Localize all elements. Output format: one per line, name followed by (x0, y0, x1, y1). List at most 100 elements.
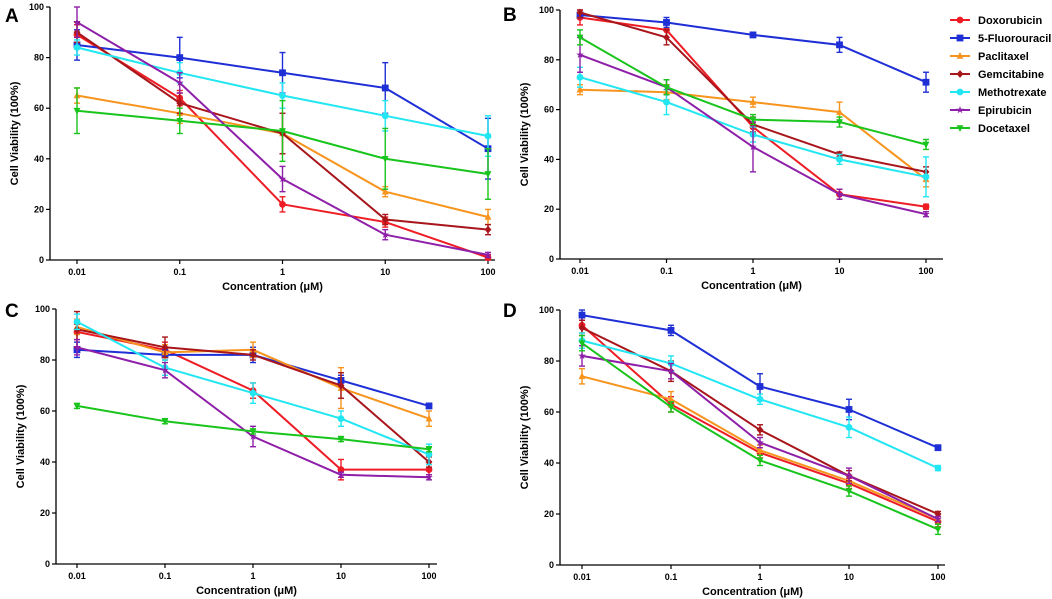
data-point (249, 389, 257, 397)
data-point (663, 33, 670, 42)
legend-item-epirubicin: Epirubicin (950, 105, 1032, 117)
data-point (381, 215, 389, 224)
panel-b: B 0 20 40 60 80 100 0.01 0.1 1 10 100 Concentration … (503, 5, 943, 292)
data-point (73, 403, 81, 410)
data-point (749, 31, 757, 39)
data-point (176, 118, 184, 125)
data-point (576, 73, 584, 81)
data-point (667, 395, 675, 403)
y-tick-label: 100 (539, 305, 554, 315)
data-point (836, 108, 843, 115)
legend-marker (956, 52, 964, 59)
data-point (578, 311, 586, 319)
data-point (249, 351, 257, 359)
legend-label: Paclitaxel (978, 51, 1029, 63)
y-tick-label: 40 (40, 457, 50, 467)
data-point (576, 50, 584, 59)
legend-marker (956, 106, 964, 114)
data-point (845, 471, 853, 479)
data-point (845, 406, 853, 413)
x-tick-label: 100 (480, 267, 495, 277)
data-point (484, 132, 492, 140)
series-docetaxel (73, 87, 492, 200)
data-point (425, 414, 433, 422)
y-tick-label: 100 (29, 2, 44, 12)
legend-marker (956, 70, 964, 78)
x-tick-label: 0.01 (68, 571, 86, 581)
data-point (835, 190, 844, 198)
data-point (176, 54, 184, 61)
x-tick-label: 1 (250, 571, 255, 581)
x-axis-title: Concentration (μM) (196, 585, 297, 597)
data-point (484, 171, 492, 178)
data-point (337, 415, 345, 423)
data-point (161, 343, 169, 352)
series-epirubicin (576, 36, 930, 218)
y-tick-label: 80 (34, 53, 44, 63)
data-point (756, 446, 764, 454)
x-tick-label: 0.1 (665, 572, 678, 582)
data-point (381, 230, 390, 238)
y-tick-label: 100 (35, 304, 50, 314)
data-point (922, 203, 930, 211)
legend-item-doxorubicin: Doxorubicin (950, 15, 1042, 27)
data-point (73, 343, 81, 351)
data-point (576, 34, 584, 42)
series-gemcitabine (578, 319, 942, 518)
data-point (73, 44, 81, 51)
data-point (836, 156, 843, 163)
x-tick-label: 0.01 (573, 572, 591, 582)
x-tick-label: 10 (336, 571, 346, 581)
data-point (667, 327, 675, 334)
legend-item-5-fluorouracil: 5-Fluorouracil (950, 33, 1051, 45)
data-point (836, 119, 843, 127)
data-point (756, 395, 764, 403)
series-line (581, 342, 939, 531)
data-point (176, 99, 184, 108)
data-point (667, 404, 675, 411)
data-point (279, 69, 286, 77)
series-epirubicin (73, 338, 433, 481)
y-tick-label: 60 (544, 407, 554, 417)
data-point (934, 464, 942, 472)
data-point (756, 425, 764, 434)
y-tick-label: 60 (34, 103, 44, 113)
legend-item-gemcitabine: Gemcitabine (950, 69, 1044, 81)
panel-letter: A (5, 6, 19, 27)
data-point (836, 41, 843, 49)
data-point (425, 446, 433, 454)
data-point (337, 470, 345, 478)
data-point (749, 98, 757, 105)
x-tick-label: 1 (757, 572, 762, 582)
x-tick-label: 10 (380, 267, 390, 277)
series-doxorubicin (576, 9, 930, 211)
y-tick-label: 0 (39, 255, 44, 265)
x-tick-label: 0.1 (173, 267, 186, 277)
data-point (934, 526, 942, 534)
series-line (76, 346, 430, 479)
data-point (161, 366, 169, 374)
panel-letter: B (503, 5, 517, 26)
panel-letter: C (5, 301, 19, 322)
data-point (576, 8, 584, 17)
data-point (279, 92, 286, 99)
panel-letter: D (503, 301, 517, 322)
data-point (175, 78, 184, 87)
y-axis-title: Cell Viability (100%) (9, 81, 21, 185)
data-point (279, 128, 286, 135)
x-axis-title: Concentration (μM) (702, 586, 803, 598)
data-point (337, 381, 345, 390)
series-line (579, 16, 927, 208)
data-point (667, 367, 675, 375)
series-epirubicin (73, 6, 492, 259)
data-point (749, 116, 757, 124)
series-epirubicin (578, 345, 942, 523)
y-tick-label: 20 (34, 204, 44, 214)
legend-item-docetaxel: Docetaxel (950, 123, 1030, 135)
data-point (576, 85, 584, 93)
x-tick-label: 1 (280, 267, 285, 277)
x-tick-label: 0.1 (159, 571, 172, 581)
data-point (578, 340, 586, 348)
data-point (578, 323, 586, 332)
data-point (663, 84, 670, 92)
